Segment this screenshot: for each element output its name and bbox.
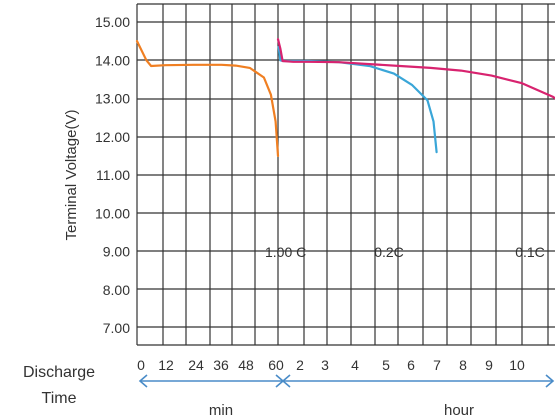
y-axis-label: Terminal Voltage(V) bbox=[63, 110, 80, 241]
series-label-1: 0.2C bbox=[374, 244, 404, 260]
x-tick-4: 48 bbox=[238, 357, 254, 373]
y-tick-5: 10.00 bbox=[95, 205, 130, 221]
y-tick-8: 7.00 bbox=[103, 320, 130, 336]
series-label-2: 0.1C bbox=[515, 244, 545, 260]
y-tick-0: 15.00 bbox=[95, 14, 130, 30]
x-tick-5: 60 bbox=[268, 357, 284, 373]
y-tick-3: 12.00 bbox=[95, 129, 130, 145]
y-tick-2: 13.00 bbox=[95, 91, 130, 107]
y-tick-7: 8.00 bbox=[103, 282, 130, 298]
x-tick-labels: 0 12 24 36 48 60 2 3 4 5 6 7 8 9 10 bbox=[137, 357, 525, 373]
grid bbox=[136, 3, 555, 346]
series-annotations: 1.00 C 0.2C 0.1C bbox=[265, 244, 545, 260]
series-line-0 bbox=[135, 40, 280, 157]
hour-arrow-left-head bbox=[281, 374, 291, 388]
series-line-2 bbox=[276, 38, 555, 100]
x-unit-hour: hour bbox=[444, 402, 474, 419]
hour-arrow-right-head bbox=[545, 374, 555, 388]
x-tick-2: 24 bbox=[188, 357, 204, 373]
x-tick-0: 0 bbox=[137, 357, 145, 373]
x-tick-14: 10 bbox=[509, 357, 525, 373]
series-label-0: 1.00 C bbox=[265, 244, 306, 260]
y-tick-1: 14.00 bbox=[95, 52, 130, 68]
x-axis-label-line2: Time bbox=[42, 390, 77, 407]
x-range-arrows bbox=[138, 374, 555, 388]
x-axis-label-line1: Discharge bbox=[23, 364, 95, 381]
x-tick-6: 2 bbox=[296, 357, 304, 373]
y-tick-6: 9.00 bbox=[103, 244, 130, 260]
x-tick-11: 7 bbox=[433, 357, 441, 373]
x-tick-3: 36 bbox=[213, 357, 229, 373]
x-tick-8: 4 bbox=[351, 357, 359, 373]
x-tick-10: 6 bbox=[407, 357, 415, 373]
x-tick-9: 5 bbox=[382, 357, 390, 373]
x-tick-1: 12 bbox=[158, 357, 174, 373]
x-tick-7: 3 bbox=[321, 357, 329, 373]
min-arrow-left-head bbox=[138, 374, 148, 388]
y-tick-labels: 15.00 14.00 13.00 12.00 11.00 10.00 9.00 8.00 7.… bbox=[95, 14, 130, 336]
y-tick-4: 11.00 bbox=[96, 167, 130, 183]
series-lines bbox=[135, 38, 555, 157]
x-unit-min: min bbox=[209, 402, 233, 419]
x-tick-12: 8 bbox=[459, 357, 467, 373]
x-tick-13: 9 bbox=[485, 357, 493, 373]
